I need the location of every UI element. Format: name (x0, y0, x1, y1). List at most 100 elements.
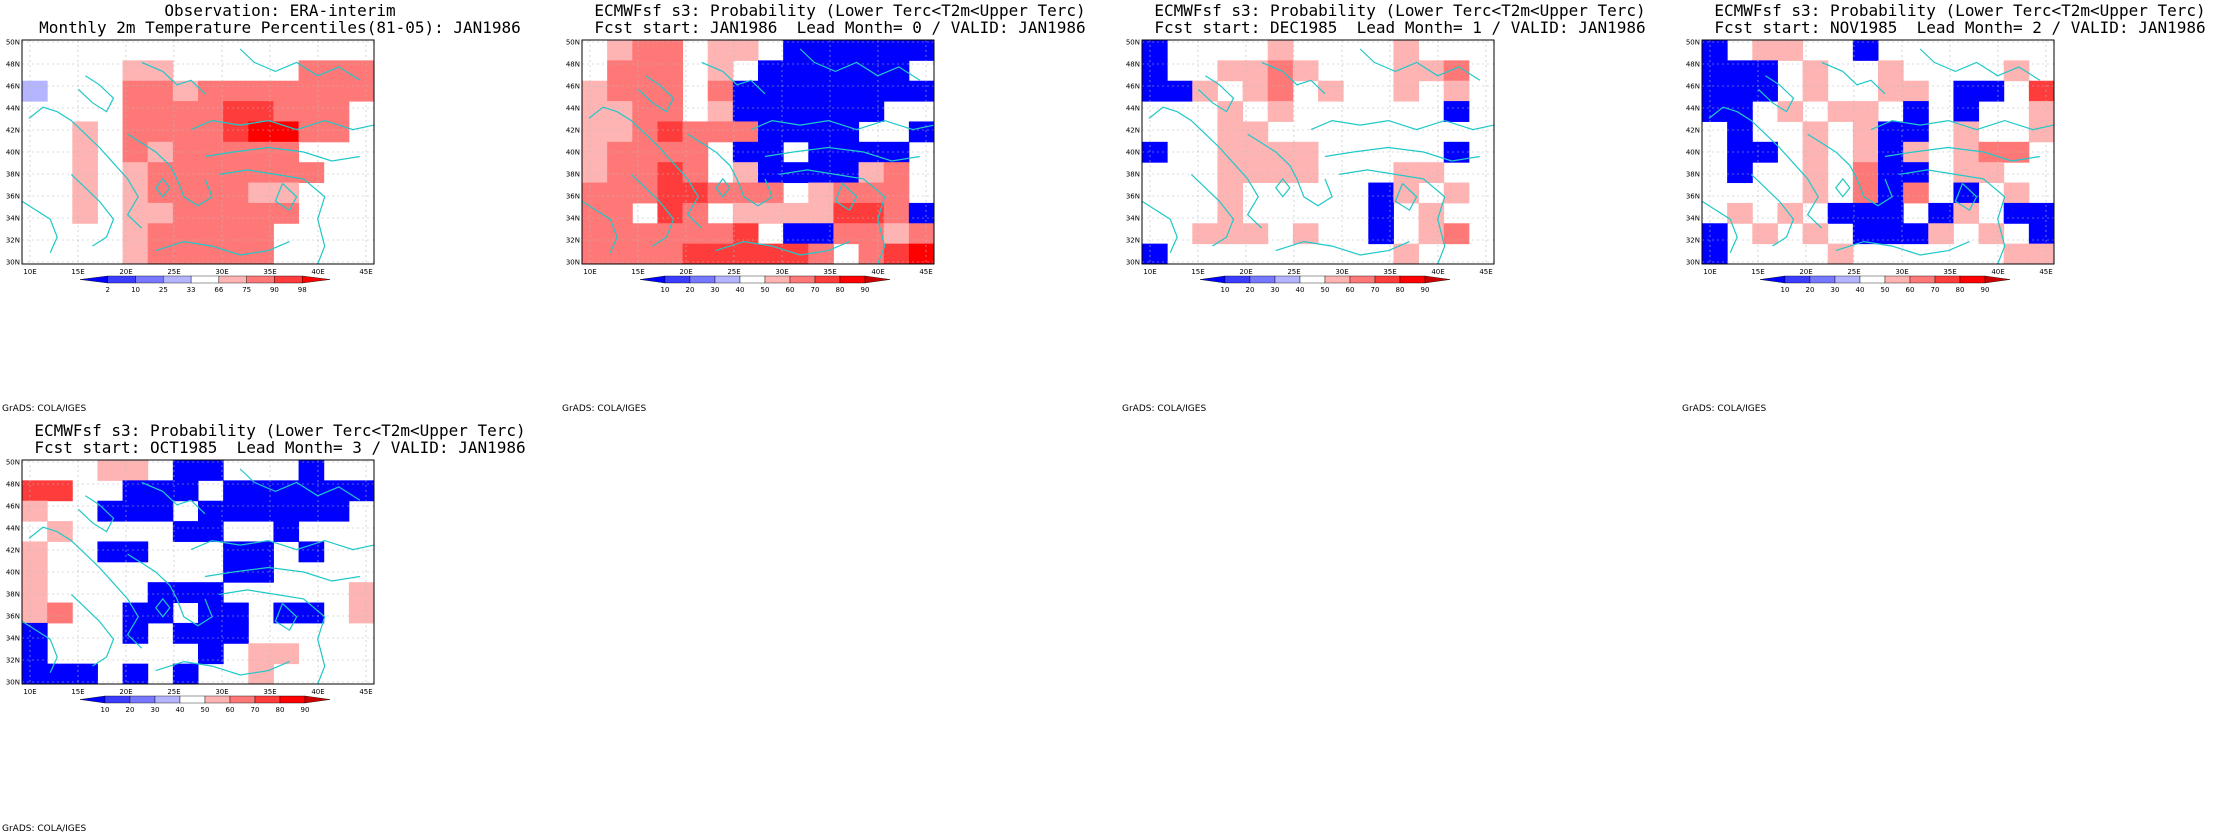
data-cell (1978, 80, 2005, 102)
data-cell (607, 60, 633, 82)
data-cell (122, 541, 149, 563)
coastline (1807, 133, 1893, 207)
coastline (155, 177, 171, 198)
colorbar-end (1759, 275, 1786, 284)
lat-tick-label: 42N (1686, 127, 1700, 135)
colorbar-label: 25 (159, 286, 168, 294)
data-cell (858, 243, 885, 265)
coastline (1310, 119, 1495, 131)
lon-tick-label: 45E (919, 268, 932, 276)
data-cell (833, 80, 860, 102)
data-cell (2003, 243, 2030, 265)
lat-tick-label: 38N (1126, 171, 1140, 179)
lon-tick-label: 10E (23, 268, 36, 276)
data-cell (72, 141, 98, 163)
coastline (581, 200, 618, 254)
data-cell (883, 162, 910, 184)
coastline (274, 602, 298, 632)
data-cell (682, 243, 709, 265)
colorbar-label: 70 (251, 706, 260, 714)
lon-tick-label: 35E (1383, 268, 1396, 276)
coastline (1835, 177, 1851, 198)
colorbar-end (79, 695, 106, 704)
data-cell (323, 60, 350, 82)
colorbar-segment (107, 275, 136, 284)
data-cell (1727, 101, 1753, 122)
map-title: ECMWFsf s3: Probability (Lower Terc<T2m<… (1120, 2, 1680, 36)
data-cell (1978, 141, 2005, 163)
data-cell (908, 223, 935, 245)
data-cell (833, 162, 860, 184)
data-cell (97, 460, 124, 481)
data-cell (607, 101, 633, 122)
colorbar-segment (154, 695, 181, 704)
coastline (1821, 61, 1886, 95)
lat-tick-label: 34N (566, 215, 580, 223)
colorbar-label: 2 (106, 286, 110, 294)
data-cell (1142, 40, 1168, 61)
lat-tick-label: 50N (1126, 39, 1140, 47)
lon-tick-label: 15E (71, 268, 84, 276)
lon-tick-label: 10E (1703, 268, 1716, 276)
lon-tick-label: 35E (263, 268, 276, 276)
data-cell (1443, 182, 1470, 204)
coastline (715, 177, 731, 198)
coastline (1339, 169, 1446, 265)
data-cell (323, 500, 350, 522)
colorbar-label: 60 (226, 706, 235, 714)
data-cell (1242, 121, 1269, 143)
colorbar-label: 10 (661, 286, 670, 294)
map-title-line-1: ECMWFsf s3: Probability (Lower Terc<T2m<… (594, 1, 1086, 20)
lat-tick-label: 38N (566, 171, 580, 179)
map-panel-lead1: ECMWFsf s3: Probability (Lower Terc<T2m<… (1120, 0, 1680, 420)
data-cell (1903, 182, 1929, 204)
data-cell (657, 162, 684, 184)
data-cell (223, 602, 249, 624)
data-cell (908, 121, 935, 143)
data-cell (632, 121, 658, 143)
data-cell (1267, 101, 1294, 122)
data-cell (707, 243, 734, 265)
data-cell (1727, 121, 1753, 143)
lat-tick-label: 30N (1126, 259, 1140, 267)
data-cell (323, 101, 350, 122)
data-cell (732, 101, 759, 122)
coastline (1148, 106, 1263, 229)
colorbar-segment (714, 275, 741, 284)
data-cell (1418, 162, 1445, 184)
colorbar-segment (1934, 275, 1961, 284)
data-cell (732, 202, 759, 224)
map-title-line-2: Fcst start: OCT1985 Lead Month= 3 / VALI… (34, 438, 526, 457)
lon-tick-label: 10E (583, 268, 596, 276)
lon-tick-label: 15E (1751, 268, 1764, 276)
data-cell (1978, 162, 2005, 184)
lat-tick-label: 44N (566, 105, 580, 113)
lon-tick-label: 25E (1287, 268, 1300, 276)
data-cell (657, 80, 684, 102)
coastline (1394, 182, 1418, 212)
data-cell (607, 40, 633, 61)
data-cell (198, 521, 224, 542)
data-cell (1702, 243, 1728, 265)
data-cell (223, 223, 249, 245)
data-cell (1852, 182, 1879, 204)
colorbar-segment (1249, 275, 1276, 284)
colorbar-label: 80 (1956, 286, 1965, 294)
lon-tick-label: 10E (1143, 268, 1156, 276)
lat-tick-label: 50N (6, 459, 20, 467)
data-cell (908, 80, 935, 102)
data-cell (657, 243, 684, 265)
data-cell (172, 243, 199, 265)
data-cell (47, 521, 73, 542)
colorbar-label: 90 (270, 286, 279, 294)
coastline (637, 75, 675, 113)
data-cell (298, 60, 325, 82)
map-title-line-1: ECMWFsf s3: Probability (Lower Terc<T2m<… (34, 421, 526, 440)
data-cell (2028, 121, 2055, 143)
data-cell (582, 101, 608, 122)
lat-tick-label: 48N (1126, 61, 1140, 69)
data-cell (22, 582, 48, 604)
data-cell (198, 643, 224, 665)
data-cell (273, 121, 300, 143)
data-cell (273, 101, 300, 122)
